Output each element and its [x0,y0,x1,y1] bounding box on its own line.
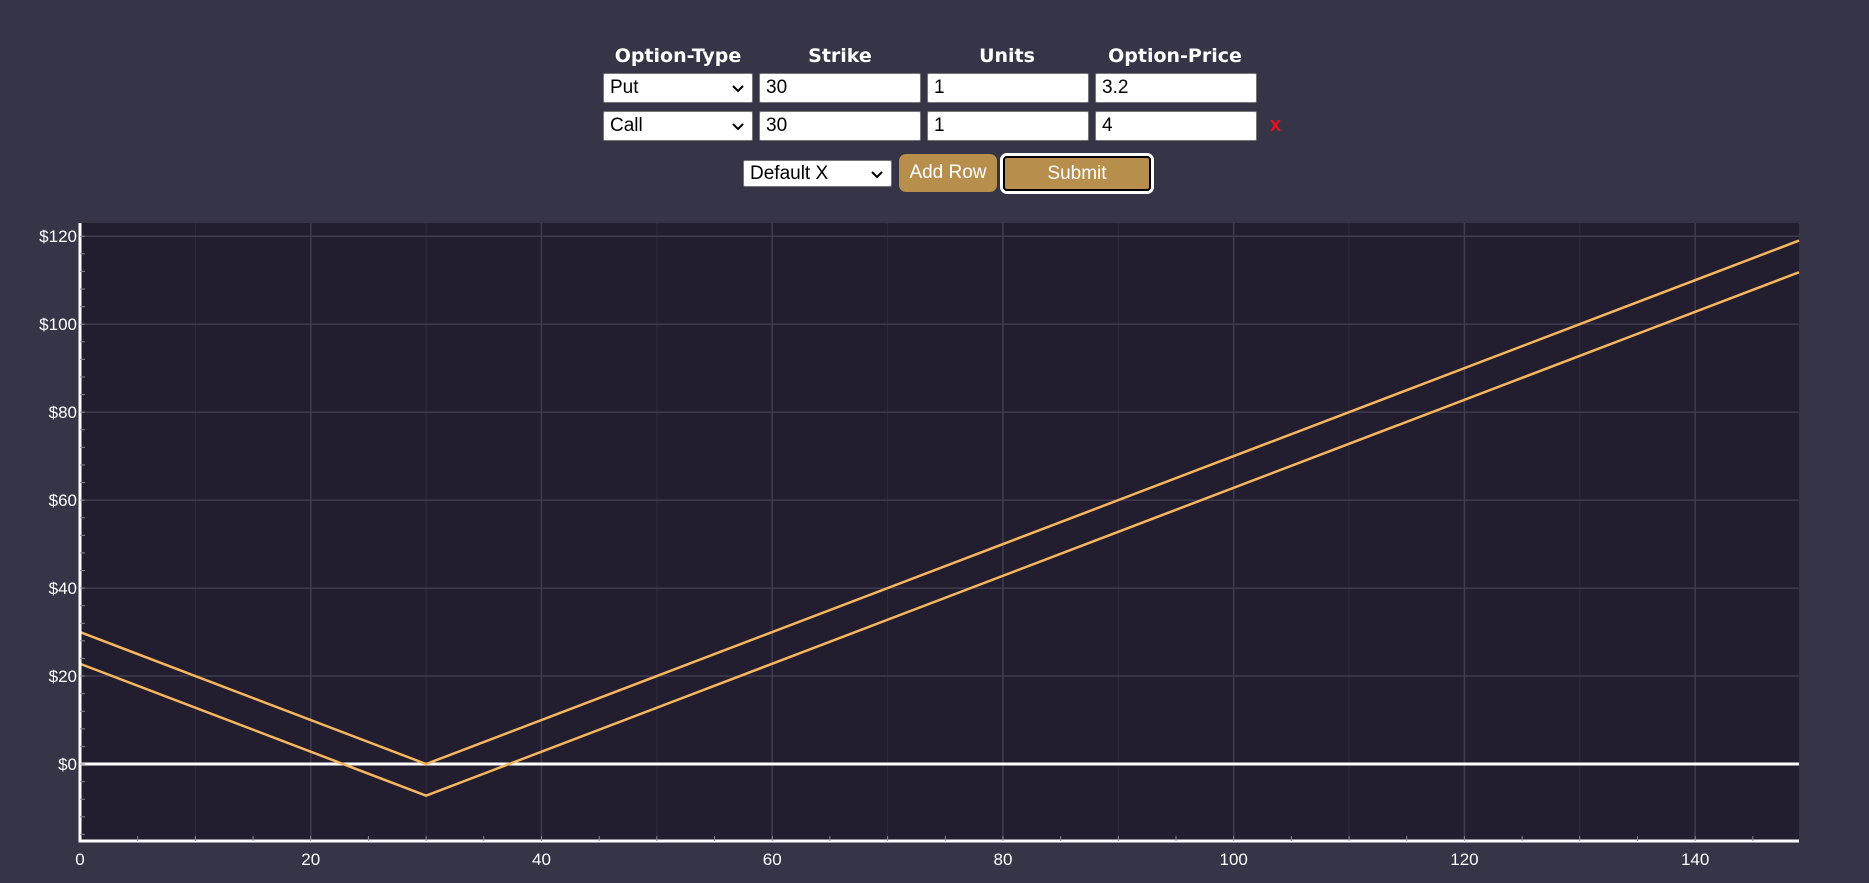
remove-row-button[interactable]: x [1270,114,1282,136]
x-tick-label: 80 [993,850,1012,869]
header-option-price: Option-Price [1108,45,1242,67]
chevron-down-icon [732,85,744,93]
x-tick-label: 0 [75,850,84,869]
y-tick-label: $100 [39,315,77,334]
header-strike: Strike [808,45,872,67]
x-tick-label: 20 [301,850,320,869]
y-tick-label: $80 [49,403,77,422]
units-input[interactable] [927,111,1089,141]
plot-area [80,223,1799,841]
y-tick-label: $120 [39,227,77,246]
axes [78,223,1799,843]
x-range-value: Default X [750,162,829,184]
option-price-input[interactable] [1095,111,1257,141]
x-tick-label: 140 [1681,850,1709,869]
grid-lines [80,223,1799,841]
header-units: Units [979,45,1035,67]
chevron-down-icon [871,170,883,178]
payoff-series-line [79,239,1800,766]
payoff-chart: 0 20 40 60 80 100 120 140 $0 $20 $40 $60 $80 $100 $120 [39,223,1800,869]
y-tick-label: $20 [49,667,77,686]
x-tick-label: 100 [1220,850,1248,869]
x-tick-label: 60 [763,850,782,869]
option-form: Option-Type Strike Units Option-Price Pu… [0,0,1869,215]
option-type-value: Put [610,77,639,98]
chevron-down-icon [732,123,744,131]
x-tick-label: 40 [532,850,551,869]
strike-input[interactable] [759,111,921,141]
strike-input[interactable] [759,73,921,103]
option-type-select[interactable]: Put [603,73,753,103]
x-tick-label: 120 [1450,850,1478,869]
option-type-value: Call [610,115,643,136]
y-tick-label: $40 [49,579,77,598]
option-type-select[interactable]: Call [603,111,753,141]
series-layer [79,239,1800,798]
submit-button[interactable]: Submit [1000,153,1154,194]
tick-labels: 0 20 40 60 80 100 120 140 $0 $20 $40 $60 $80 $100 $120 [39,227,1709,869]
x-range-select[interactable]: Default X [743,160,892,187]
header-option-type: Option-Type [614,45,742,67]
option-price-input[interactable] [1095,73,1257,103]
y-tick-label: $60 [49,491,77,510]
y-tick-label: $0 [58,755,77,774]
add-row-button[interactable]: Add Row [899,154,997,192]
payoff-series-line [79,271,1800,798]
units-input[interactable] [927,73,1089,103]
